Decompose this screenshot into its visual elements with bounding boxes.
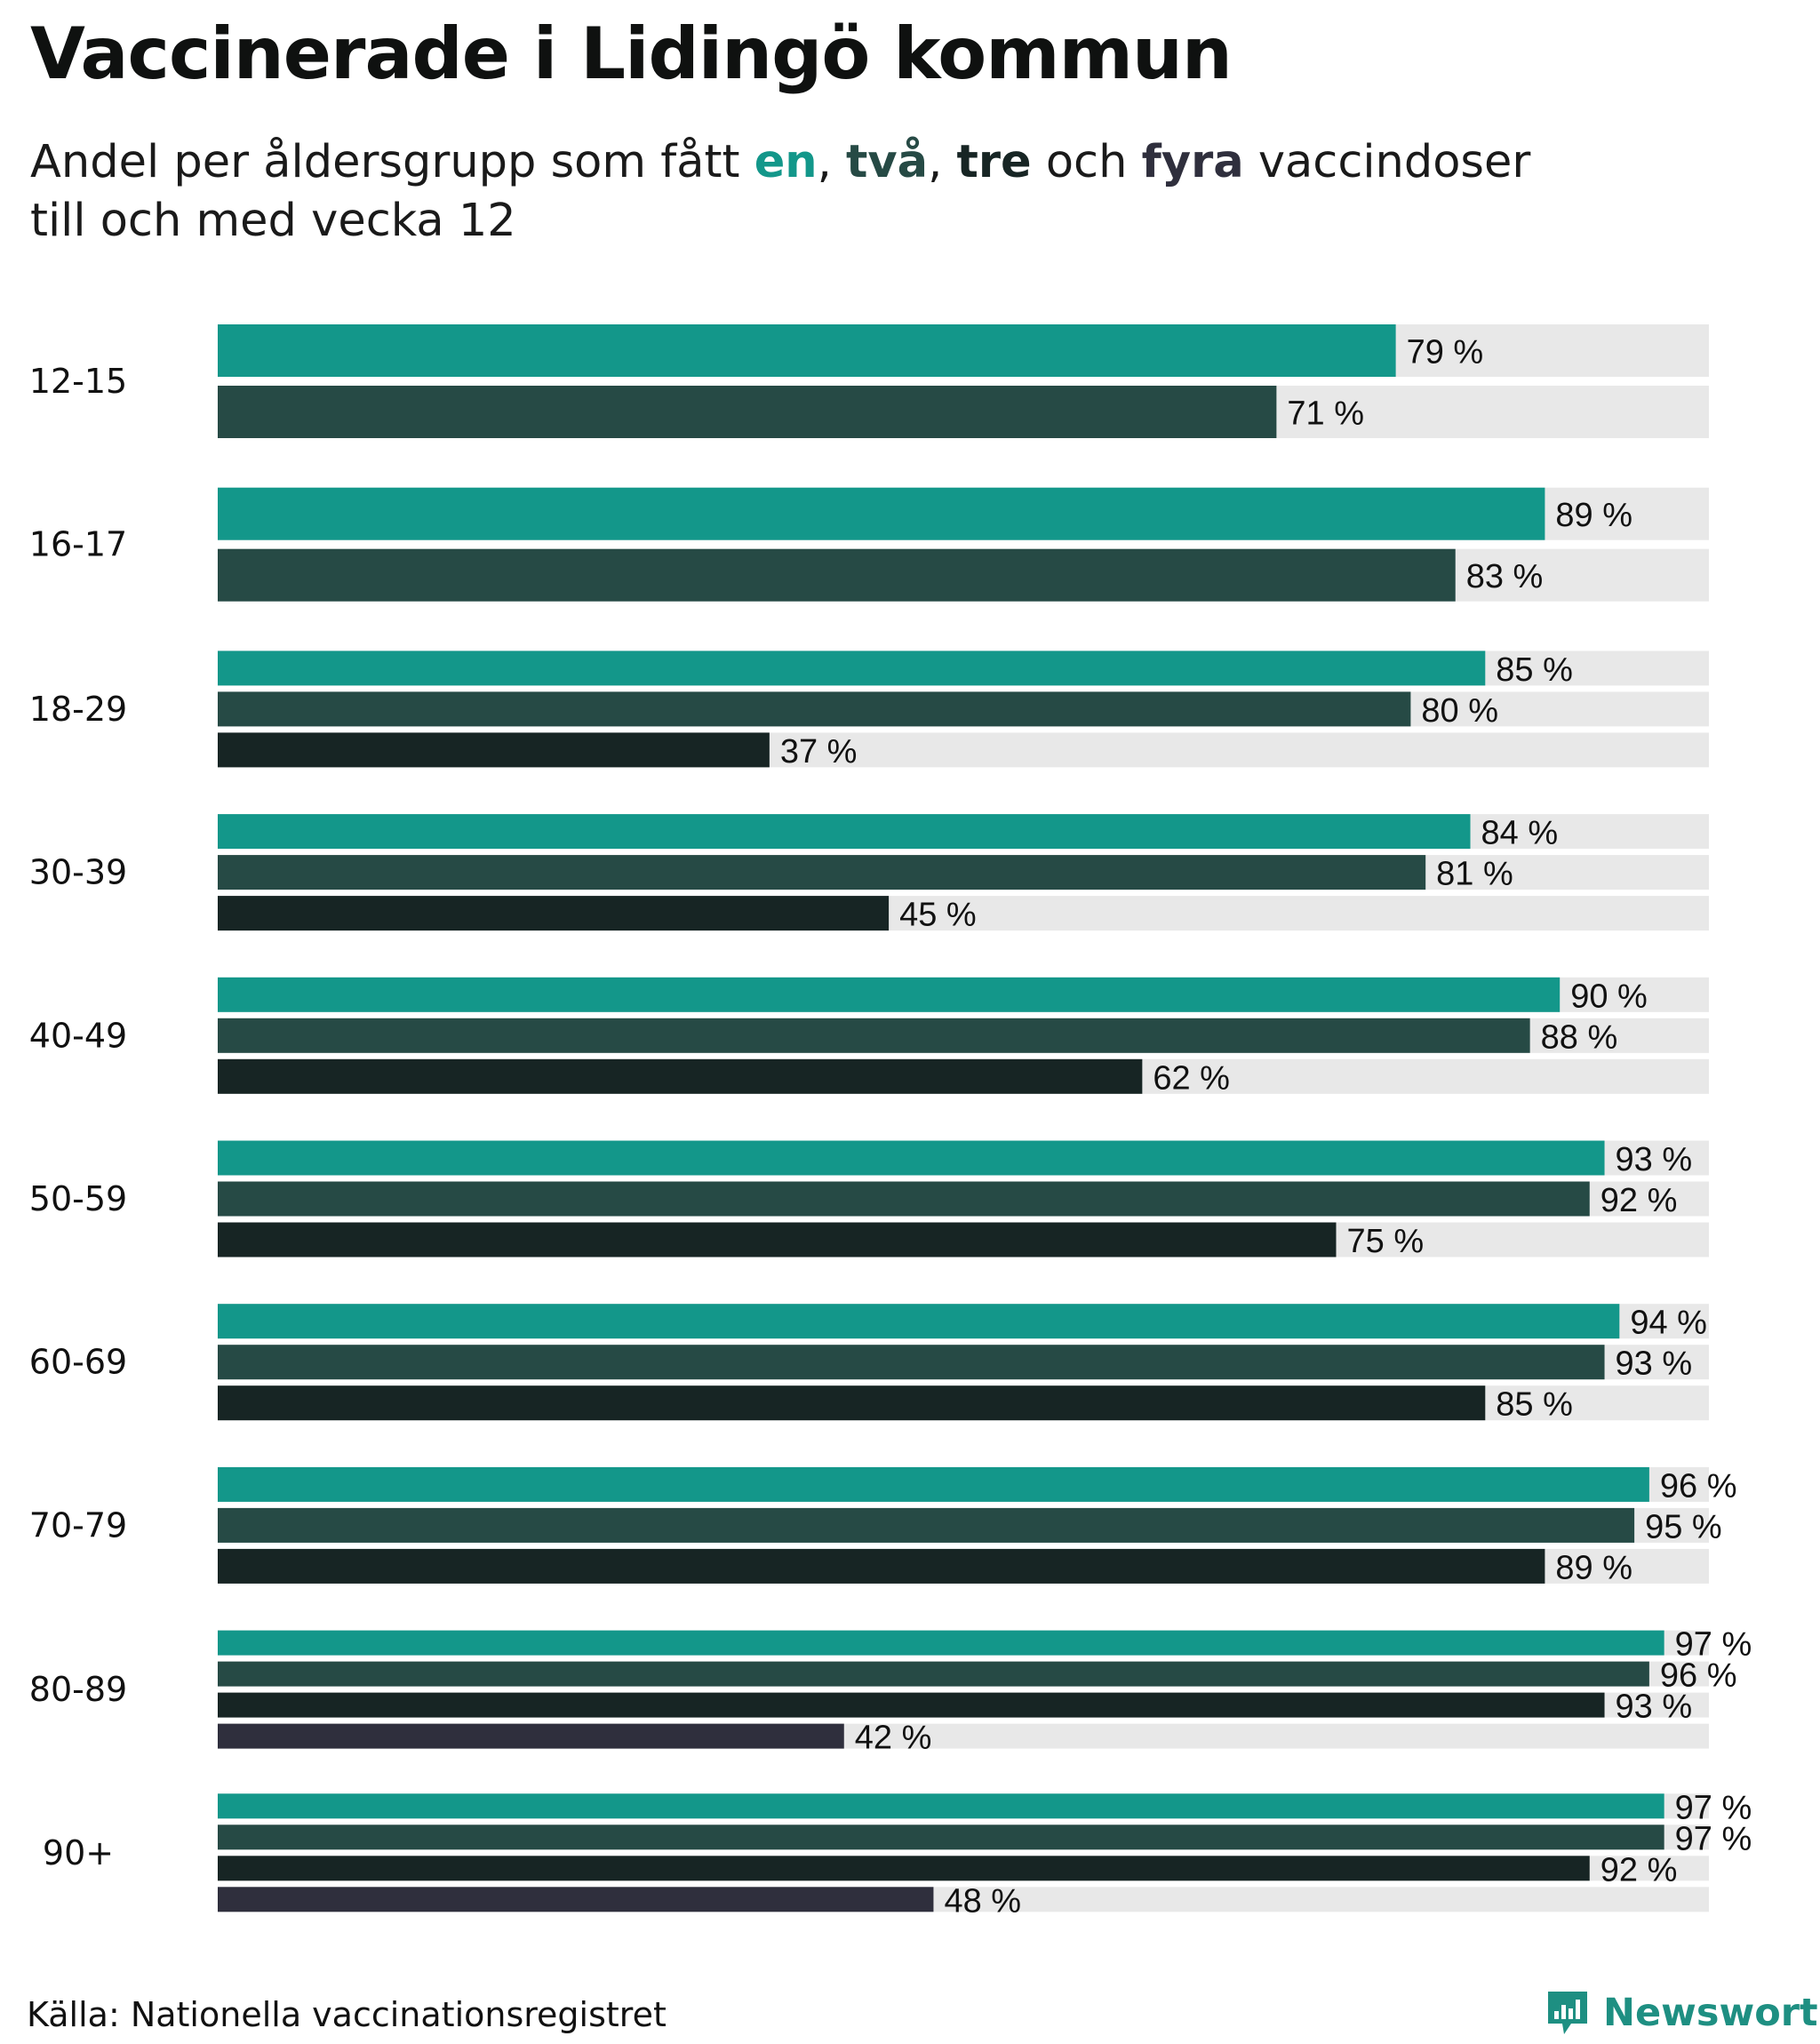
data-label: 93 % <box>1616 1141 1693 1178</box>
category-label: 70-79 <box>29 1505 127 1545</box>
bar <box>218 732 770 768</box>
bar <box>218 1548 1545 1584</box>
bar <box>218 386 1277 438</box>
data-label: 88 % <box>1541 1018 1618 1056</box>
data-label: 79 % <box>1407 334 1484 371</box>
data-label: 96 % <box>1660 1657 1737 1695</box>
bar <box>218 651 1486 686</box>
subtitle-keyword-tre: tre <box>956 136 1032 188</box>
data-label: 83 % <box>1466 558 1544 595</box>
bar <box>218 1824 1664 1850</box>
bar <box>218 548 1456 602</box>
category-label: 60-69 <box>29 1343 127 1382</box>
data-label: 95 % <box>1645 1508 1722 1545</box>
data-label: 84 % <box>1481 815 1559 852</box>
bar <box>218 1887 934 1912</box>
data-label: 45 % <box>899 897 977 934</box>
subtitle-keyword-fyra: fyra <box>1141 136 1244 188</box>
bar <box>218 1692 1605 1718</box>
newsworthy-logo-icon <box>1548 1992 1587 2034</box>
data-label: 71 % <box>1287 395 1364 433</box>
bar <box>218 814 1471 850</box>
bar <box>218 1507 1635 1543</box>
brand-logo: Newsworthy <box>1545 1988 1820 2038</box>
bar <box>218 1304 1620 1339</box>
bar <box>218 487 1545 540</box>
data-label: 93 % <box>1616 1689 1693 1726</box>
data-label: 97 % <box>1675 1789 1752 1826</box>
data-label: 62 % <box>1153 1059 1230 1097</box>
category-label: 40-49 <box>29 1016 127 1055</box>
chart-subtitle: Andel per åldersgrupp som fått en, två, … <box>30 133 1630 251</box>
subtitle-keyword-tva: två <box>846 136 929 188</box>
category-label: 90+ <box>43 1833 114 1872</box>
chart-title: Vaccinerade i Lidingö kommun <box>30 12 1233 95</box>
data-label: 75 % <box>1347 1223 1425 1260</box>
data-label: 93 % <box>1616 1345 1693 1383</box>
data-label: 37 % <box>780 733 858 770</box>
subtitle-sep-1: , <box>817 136 847 188</box>
bar <box>218 1345 1605 1380</box>
bar <box>218 1661 1649 1687</box>
bar <box>218 1723 844 1749</box>
data-label: 92 % <box>1600 1182 1678 1219</box>
bar <box>218 1793 1664 1819</box>
source-note: Källa: Nationella vaccinationsregistret <box>27 1995 667 2034</box>
bar <box>218 324 1396 377</box>
category-label: 18-29 <box>29 690 127 729</box>
subtitle-sep-2: , <box>928 136 957 188</box>
data-label: 85 % <box>1496 1386 1573 1424</box>
bar <box>218 1222 1337 1258</box>
bar <box>218 1058 1143 1094</box>
data-label: 96 % <box>1660 1467 1737 1505</box>
bar <box>218 977 1561 1012</box>
data-label: 97 % <box>1675 1626 1752 1664</box>
data-label: 90 % <box>1570 978 1648 1015</box>
bar <box>218 855 1426 890</box>
category-label: 16-17 <box>29 525 127 564</box>
brand-name: Newsworthy <box>1603 1991 1820 2035</box>
bar <box>218 1018 1530 1053</box>
data-label: 42 % <box>855 1720 932 1757</box>
category-label: 80-89 <box>29 1670 127 1709</box>
category-label: 12-15 <box>29 362 127 401</box>
data-label: 89 % <box>1555 497 1632 534</box>
category-label: 30-39 <box>29 853 127 892</box>
bar <box>218 1140 1605 1176</box>
bar <box>218 1181 1590 1217</box>
category-label: 50-59 <box>29 1179 127 1218</box>
subtitle-suffix: vaccindoser <box>1243 136 1531 188</box>
data-label: 80 % <box>1421 692 1498 730</box>
subtitle-keyword-en: en <box>754 136 818 188</box>
bar <box>218 1385 1486 1421</box>
subtitle-line-2: till och med vecka 12 <box>30 195 516 247</box>
subtitle-mid: och <box>1031 136 1142 188</box>
data-label: 92 % <box>1600 1851 1678 1888</box>
bar <box>218 1856 1590 1881</box>
bar <box>218 691 1411 727</box>
data-label: 89 % <box>1555 1549 1632 1586</box>
data-label: 94 % <box>1630 1305 1707 1342</box>
data-label: 81 % <box>1436 856 1513 893</box>
data-label: 85 % <box>1496 651 1573 689</box>
bar <box>218 1630 1664 1656</box>
bar <box>218 896 890 931</box>
bar <box>218 1466 1649 1502</box>
data-label: 48 % <box>944 1882 1021 1920</box>
subtitle-prefix: Andel per åldersgrupp som fått <box>30 136 754 188</box>
data-label: 97 % <box>1675 1820 1752 1857</box>
